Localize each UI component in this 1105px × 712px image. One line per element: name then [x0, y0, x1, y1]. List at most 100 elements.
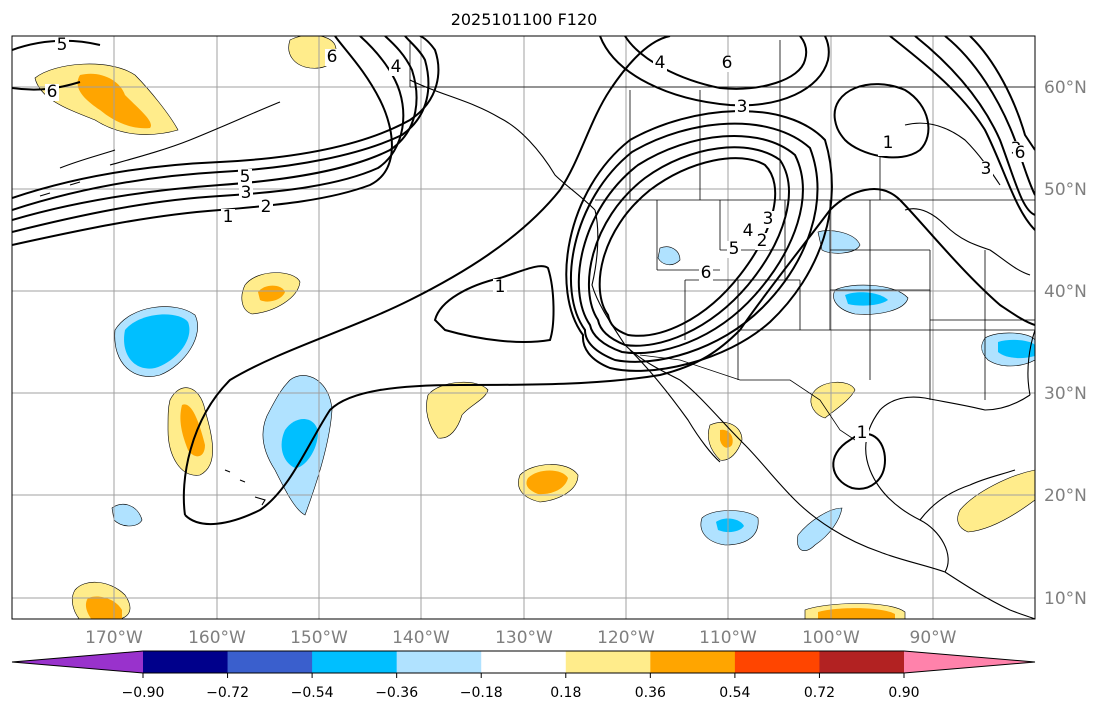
- contour-label-bg: [45, 84, 59, 101]
- colorbar-tick-label: 0.72: [804, 685, 835, 701]
- contour-label: 1: [495, 277, 506, 297]
- contours: [12, 36, 1035, 526]
- contour-label-bg: [259, 199, 273, 216]
- contour-pacific-trough-1: [12, 36, 393, 246]
- contour-pacific-trough-2: [12, 36, 405, 233]
- contour-1-southern: [184, 329, 741, 526]
- coast-us-west: [591, 209, 681, 381]
- colorbar-tick-label: −0.54: [291, 685, 334, 701]
- contour-label: 6: [47, 82, 58, 102]
- coast-aleutians: [39, 149, 116, 197]
- lon-label: 120°W: [597, 628, 655, 648]
- lat-label: 20°N: [1044, 486, 1087, 506]
- contour-label: 3: [241, 183, 252, 203]
- coast-baja: [629, 349, 721, 463]
- contour-pacific-trough-4: [12, 36, 430, 211]
- shade-positive-baja-core: [720, 429, 733, 448]
- contour-label-bg: [727, 241, 741, 258]
- contour-label-bg: [239, 185, 253, 202]
- contour-east-1: [833, 83, 930, 159]
- shade-positive-caribbean: [957, 469, 1035, 533]
- contour-label-bg: [735, 99, 749, 116]
- lat-label: 60°N: [1044, 78, 1087, 98]
- contour-east-2: [889, 36, 1035, 231]
- lon-label: 140°W: [392, 628, 450, 648]
- contour-upper-high-4: [569, 122, 819, 363]
- contour-label: 3: [737, 97, 748, 117]
- shade-positive-sw-corner-core: [85, 596, 122, 619]
- colorbar-segment: [650, 651, 736, 673]
- contour-label: 4: [743, 221, 754, 241]
- shade-positive-texas: [810, 382, 856, 419]
- contour-label-bg: [720, 55, 734, 72]
- colorbar-tick-label: 0.18: [550, 685, 581, 701]
- lon-label: 100°W: [802, 628, 860, 648]
- shade-negative-kansas-core: [845, 292, 888, 306]
- contour-label: 3: [981, 159, 992, 179]
- contour-label: 3: [763, 209, 774, 229]
- political-borders: [409, 40, 1035, 441]
- lon-label: 170°W: [85, 628, 143, 648]
- contour-label: 5: [240, 167, 251, 187]
- colorbar-segment: [734, 651, 820, 673]
- contour-upper-high-3: [577, 134, 804, 355]
- shade-negative-east-small: [657, 246, 681, 266]
- contour-label-bg: [653, 55, 667, 72]
- shade-negative-southeast-core: [998, 339, 1035, 359]
- contour-label: 4: [391, 57, 402, 77]
- coast-central-america: [944, 571, 1035, 619]
- lat-label: 30°N: [1044, 384, 1087, 404]
- contour-east-5: [969, 36, 1035, 151]
- contour-label: 6: [701, 263, 712, 283]
- shade-positive-east-2-core: [526, 470, 568, 495]
- colorbar-extend-low: [12, 651, 143, 673]
- contour-upper-high-5: [565, 110, 833, 372]
- coastlines: [39, 79, 1035, 619]
- contour-upper-high-1: [598, 157, 777, 337]
- contour-label: 6: [722, 53, 733, 73]
- contour-east-sweep: [739, 188, 1035, 331]
- contour-label: 1: [857, 423, 868, 443]
- contour-labels: 56465321112345636431631: [45, 35, 1027, 443]
- colorbar-segment: [819, 651, 905, 673]
- contour-label-bg: [389, 59, 403, 76]
- shade-positive-small-1-core: [258, 285, 285, 302]
- contour-label: 5: [729, 239, 740, 259]
- colorbar-segment: [227, 651, 313, 673]
- coast-mexico-west: [679, 379, 946, 573]
- shade-positive-hawaii-core: [180, 404, 205, 457]
- contour-label-bg: [881, 135, 895, 152]
- shade-positive-east-1: [426, 381, 489, 439]
- map-title: 2025101100 F120: [450, 10, 598, 29]
- contour-label: 1: [223, 207, 234, 227]
- contour-label-bg: [755, 233, 769, 250]
- contour-label-bg: [325, 49, 339, 66]
- contour-label-bg: [493, 279, 507, 296]
- contour-label-bg: [1013, 145, 1027, 162]
- colorbar-tick-label: 0.36: [635, 685, 666, 701]
- colorbar-tick-label: 0.54: [719, 685, 750, 701]
- colorbar: −0.90 −0.72 −0.54 −0.36 −0.18 0.18 0.36 0.54 0.7…: [11, 650, 1036, 701]
- shade-negative-tiny: [111, 504, 143, 527]
- contour-north-closed-2: [599, 36, 830, 107]
- state-lines-west: [656, 200, 870, 380]
- colorbar-extend-high: [904, 651, 1035, 673]
- lon-label: 130°W: [495, 628, 553, 648]
- shade-negative-west-core: [124, 314, 190, 369]
- contour-gulf-small: [832, 433, 887, 490]
- lon-label: 90°W: [910, 628, 957, 648]
- contour-label-bg: [979, 161, 993, 178]
- contour-label-bg: [741, 223, 755, 240]
- coast-alaska-gulf: [409, 79, 596, 211]
- lon-label: 160°W: [188, 628, 246, 648]
- contour-1-big: [182, 36, 671, 516]
- contour-label: 4: [655, 53, 666, 73]
- contour-label-bg: [761, 211, 775, 228]
- lat-labels: 60°N 50°N 40°N 30°N 20°N 10°N: [1044, 78, 1087, 609]
- colorbar-segment: [312, 651, 398, 673]
- coast-alaska-peninsula: [109, 101, 281, 166]
- coast-great-lakes: [904, 208, 1031, 276]
- lon-labels: 170°W 160°W 150°W 140°W 130°W 120°W 110°W 100°W…: [85, 628, 957, 648]
- contour-label-bg: [855, 425, 869, 442]
